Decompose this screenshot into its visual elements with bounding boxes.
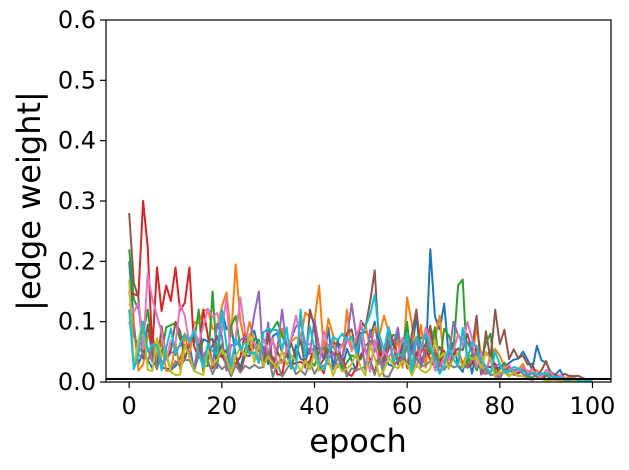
y-tick-label: 0.1 [58, 308, 96, 336]
series-line [128, 293, 593, 382]
x-tick-label: 20 [207, 392, 238, 420]
y-tick-label: 0.0 [58, 368, 96, 396]
y-axis-ticks: 0.0 0.1 0.2 0.3 0.4 0.5 0.6 [58, 6, 106, 396]
plot-area [106, 20, 611, 382]
x-tick-label: 100 [570, 392, 616, 420]
x-tick-label: 0 [122, 392, 137, 420]
y-axis-label: |edge weight| [10, 91, 48, 311]
x-tick-label: 60 [392, 392, 423, 420]
y-tick-label: 0.5 [58, 66, 96, 94]
y-tick-label: 0.3 [58, 187, 96, 215]
y-tick-label: 0.2 [58, 247, 96, 275]
x-axis-label: epoch [309, 422, 406, 460]
x-tick-label: 80 [485, 392, 516, 420]
x-axis-ticks: 0 20 40 60 80 100 [122, 382, 616, 420]
x-tick-label: 40 [299, 392, 330, 420]
y-tick-label: 0.6 [58, 6, 96, 34]
series-line [128, 279, 593, 382]
y-tick-label: 0.4 [58, 127, 96, 155]
series-line [128, 272, 593, 382]
series-layer [128, 200, 593, 382]
